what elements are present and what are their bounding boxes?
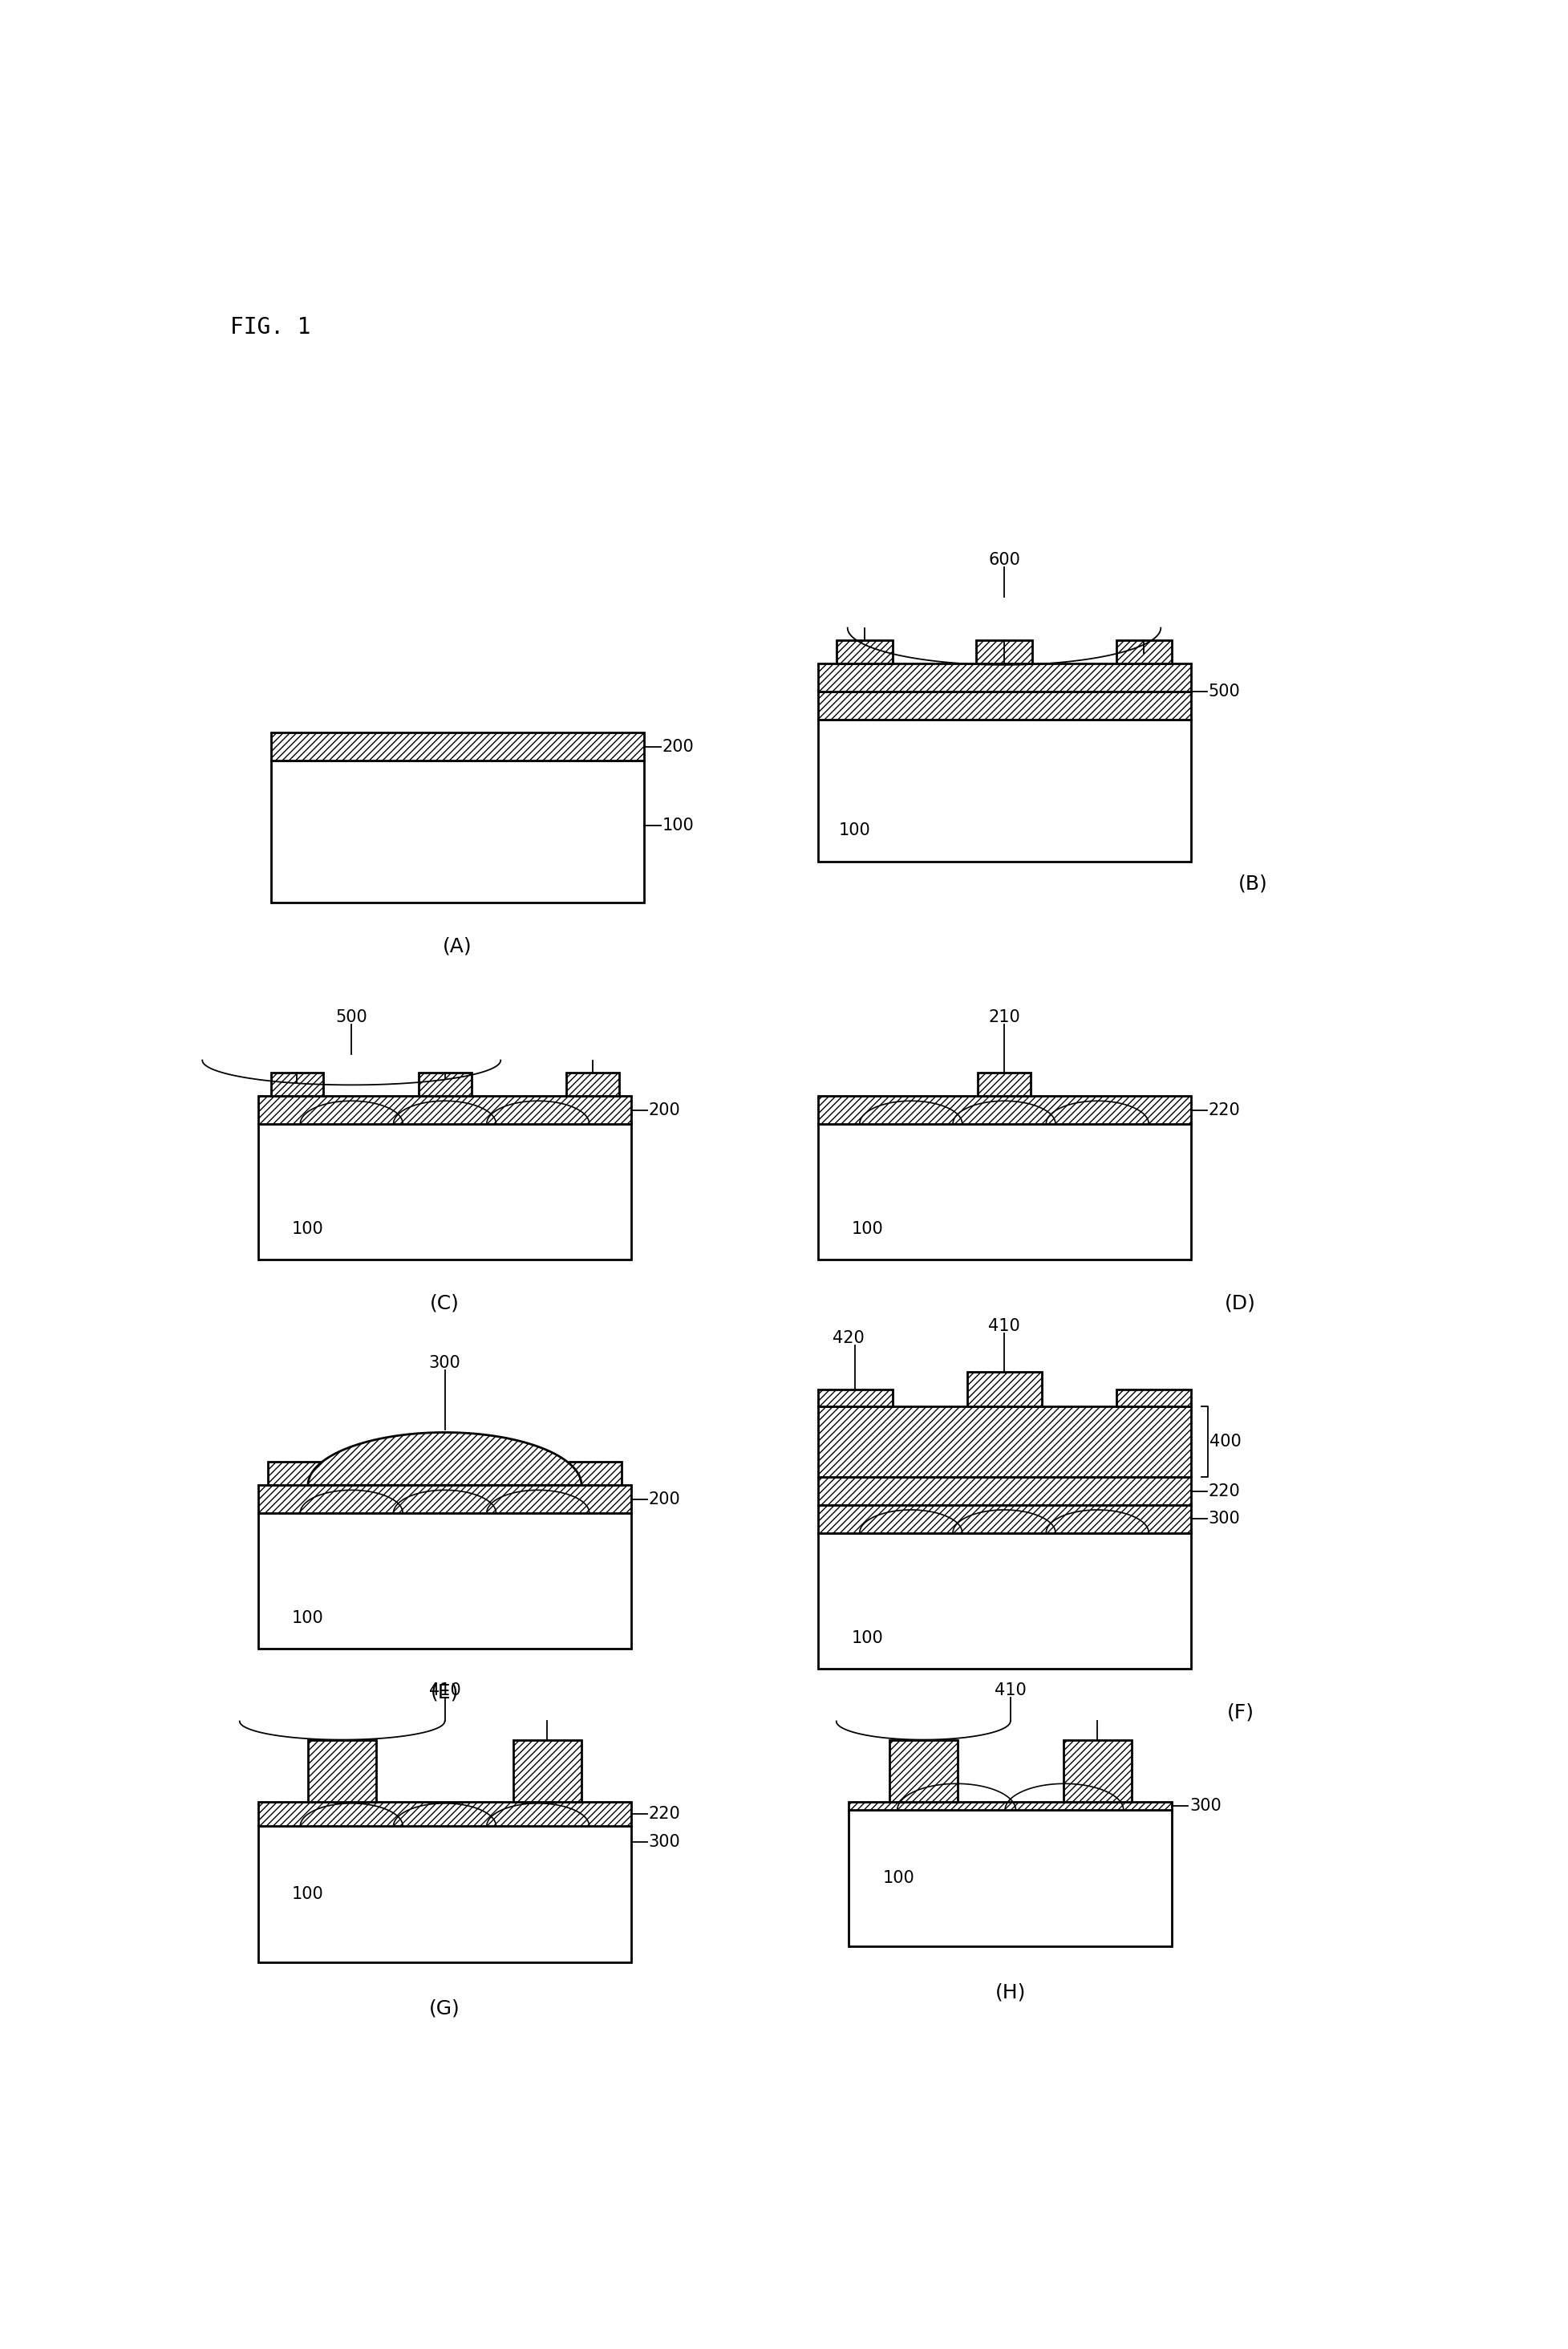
Text: 100: 100 bbox=[883, 1870, 914, 1886]
Bar bbox=[259, 1123, 630, 1259]
Bar bbox=[817, 691, 1190, 719]
Text: 410: 410 bbox=[428, 1682, 461, 1698]
Bar bbox=[259, 1097, 630, 1123]
Bar bbox=[966, 1372, 1041, 1407]
Text: 400: 400 bbox=[1209, 1433, 1240, 1449]
Bar bbox=[259, 1485, 630, 1513]
Text: (E): (E) bbox=[430, 1682, 459, 1703]
Text: 220: 220 bbox=[1207, 1482, 1239, 1499]
Polygon shape bbox=[307, 1433, 582, 1485]
Text: 300: 300 bbox=[428, 1355, 461, 1372]
Bar bbox=[1063, 1741, 1131, 1802]
Text: 220: 220 bbox=[1207, 1102, 1239, 1118]
Text: 100: 100 bbox=[839, 822, 870, 839]
Text: 210: 210 bbox=[988, 1010, 1019, 1024]
Bar bbox=[259, 1825, 630, 1961]
Bar bbox=[1115, 1391, 1190, 1407]
Bar bbox=[259, 1802, 630, 1825]
Text: 100: 100 bbox=[851, 1630, 883, 1647]
Text: 100: 100 bbox=[851, 1221, 883, 1238]
Bar bbox=[817, 1478, 1190, 1506]
Bar bbox=[569, 1461, 621, 1485]
Bar bbox=[817, 1407, 1190, 1478]
Text: (A): (A) bbox=[442, 937, 472, 956]
Text: 600: 600 bbox=[988, 552, 1019, 568]
Text: (B): (B) bbox=[1237, 874, 1267, 893]
Text: 220: 220 bbox=[648, 1806, 681, 1823]
Bar bbox=[259, 1513, 630, 1649]
Text: 300: 300 bbox=[1189, 1797, 1220, 1813]
Text: (C): (C) bbox=[430, 1294, 459, 1313]
Bar bbox=[817, 719, 1190, 862]
Text: 410: 410 bbox=[994, 1682, 1025, 1698]
Text: (H): (H) bbox=[994, 1983, 1025, 2001]
Text: 200: 200 bbox=[648, 1102, 681, 1118]
Bar bbox=[513, 1741, 582, 1802]
Bar bbox=[975, 641, 1032, 665]
Bar bbox=[419, 1073, 472, 1097]
Text: (F): (F) bbox=[1226, 1703, 1253, 1722]
Bar bbox=[271, 733, 643, 761]
Text: 100: 100 bbox=[292, 1609, 323, 1626]
Bar bbox=[817, 1097, 1190, 1123]
Text: FIG. 1: FIG. 1 bbox=[230, 315, 310, 338]
Text: 420: 420 bbox=[833, 1330, 864, 1346]
Text: 300: 300 bbox=[1207, 1510, 1239, 1527]
Text: 200: 200 bbox=[662, 738, 693, 754]
Text: 200: 200 bbox=[648, 1492, 681, 1508]
Bar bbox=[848, 1811, 1171, 1945]
Text: 500: 500 bbox=[336, 1010, 367, 1024]
Bar bbox=[817, 1123, 1190, 1259]
Bar bbox=[268, 1461, 320, 1485]
Text: 100: 100 bbox=[292, 1221, 323, 1238]
Bar bbox=[817, 1534, 1190, 1668]
Bar bbox=[566, 1073, 618, 1097]
Bar bbox=[307, 1741, 376, 1802]
Bar bbox=[889, 1741, 956, 1802]
Text: (G): (G) bbox=[430, 1999, 459, 2018]
Text: 410: 410 bbox=[988, 1318, 1019, 1334]
Bar bbox=[817, 1506, 1190, 1534]
Bar bbox=[977, 1073, 1030, 1097]
Bar bbox=[817, 1391, 892, 1407]
Bar bbox=[1115, 641, 1171, 665]
Bar bbox=[271, 1073, 323, 1097]
Text: 100: 100 bbox=[292, 1886, 323, 1903]
Text: 500: 500 bbox=[1207, 684, 1239, 700]
Bar bbox=[836, 641, 892, 665]
Bar bbox=[271, 761, 643, 902]
Text: 300: 300 bbox=[648, 1835, 681, 1849]
Text: (D): (D) bbox=[1225, 1294, 1256, 1313]
Text: 100: 100 bbox=[662, 817, 693, 834]
Bar bbox=[848, 1802, 1171, 1811]
Bar bbox=[817, 665, 1190, 691]
